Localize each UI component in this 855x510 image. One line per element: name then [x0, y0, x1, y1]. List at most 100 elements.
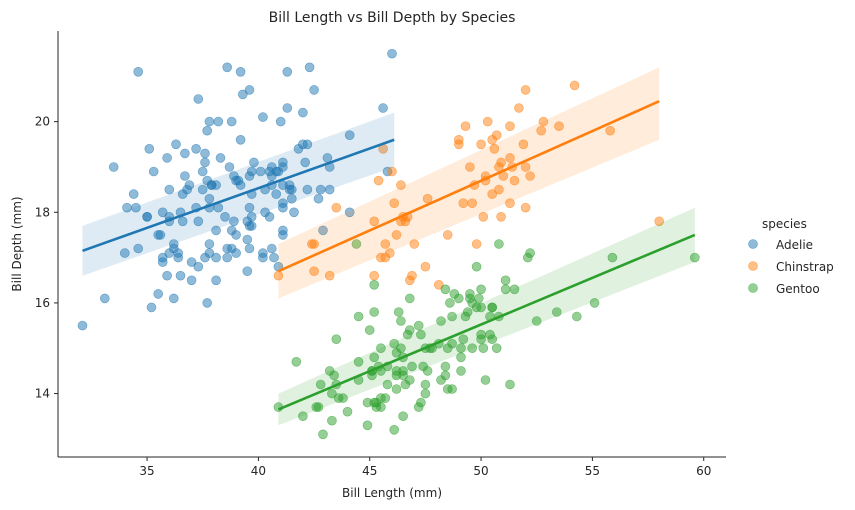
gentoo-point [362, 397, 373, 408]
chinstrap-confidence-band [278, 67, 660, 299]
adelie-point [275, 116, 286, 127]
gentoo-confidence-band [278, 207, 695, 426]
gentoo-point [440, 361, 451, 372]
adelie-point [313, 193, 324, 204]
legend-marker-chinstrap [748, 261, 758, 271]
x-tick-label: 35 [139, 464, 154, 478]
chinstrap-point [324, 270, 335, 281]
adelie-point [293, 144, 304, 154]
adelie-point [387, 48, 397, 59]
x-axis-label: Bill Length (mm) [342, 486, 442, 500]
gentoo-point [456, 366, 466, 376]
gentoo-point [369, 307, 380, 317]
gentoo-point [342, 406, 353, 417]
chinstrap-point [369, 216, 380, 227]
chinstrap-point [331, 202, 342, 213]
adelie-point [169, 293, 179, 304]
adelie-point [318, 225, 328, 236]
chart-title: Bill Length vs Bill Depth by Species [269, 10, 516, 26]
adelie-point [197, 184, 208, 195]
chinstrap-point [489, 144, 500, 154]
adelie-point [289, 207, 299, 218]
chinstrap-regression-line [277, 100, 660, 273]
chinstrap-point [273, 270, 284, 281]
plot-area [77, 48, 700, 440]
chinstrap-point [496, 212, 506, 222]
adelie-point [131, 202, 141, 213]
adelie-point [133, 67, 143, 77]
gentoo-point [487, 302, 498, 313]
adelie-point [162, 153, 172, 163]
chinstrap-point [514, 103, 524, 113]
chinstrap-point [380, 252, 391, 263]
gentoo-point [315, 379, 326, 390]
adelie-point [226, 116, 237, 127]
adelie-point [213, 116, 224, 127]
adelie-point [266, 162, 277, 172]
adelie-point [206, 180, 217, 190]
gentoo-point [436, 316, 446, 326]
gentoo-point [442, 384, 453, 394]
adelie-point [128, 189, 139, 199]
adelie-point [300, 157, 311, 168]
legend-marker-adelie [748, 239, 758, 249]
adelie-point [266, 243, 277, 254]
chinstrap-point [505, 153, 515, 163]
chinstrap-point [409, 239, 420, 249]
chinstrap-point [476, 139, 486, 150]
gentoo-point [382, 379, 393, 390]
gentoo-point [449, 289, 460, 299]
adelie-point [298, 107, 308, 118]
gentoo-point [525, 248, 535, 258]
gentoo-point [396, 343, 406, 354]
chinstrap-point [494, 184, 504, 195]
gentoo-point [369, 279, 380, 290]
gentoo-point [476, 284, 486, 295]
adelie-point [200, 157, 210, 168]
chinstrap-point [605, 125, 616, 136]
adelie-point [175, 270, 186, 281]
x-tick-label: 40 [251, 464, 266, 478]
adelie-point [153, 289, 163, 299]
chinstrap-point [654, 216, 665, 227]
adelie-point [258, 248, 268, 258]
adelie-point [235, 67, 246, 77]
adelie-point [186, 257, 197, 267]
adelie-point [193, 94, 204, 104]
gentoo-point [487, 334, 498, 345]
adelie-point [202, 125, 212, 136]
gentoo-point [420, 379, 431, 390]
gentoo-point [404, 325, 415, 335]
adelie-point [278, 230, 288, 240]
chinstrap-point [467, 198, 478, 208]
adelie-point [282, 103, 293, 113]
gentoo-point [327, 388, 337, 399]
gentoo-point [338, 393, 348, 403]
legend-label-chinstrap: Chinstrap [776, 260, 834, 274]
adelie-point [244, 85, 255, 95]
chinstrap-point [391, 230, 402, 240]
adelie-point [231, 248, 241, 258]
adelie-point [200, 252, 210, 263]
adelie-point [304, 62, 315, 73]
adelie-point [193, 216, 204, 227]
y-tick-label: 16 [35, 296, 50, 310]
gentoo-point [416, 329, 426, 340]
adelie-point [191, 144, 201, 154]
gentoo-point [465, 293, 475, 304]
adelie-point [222, 62, 232, 73]
adelie-point [186, 275, 197, 286]
gentoo-point [393, 307, 404, 317]
adelie-point [242, 266, 253, 277]
adelie-point [177, 216, 188, 227]
gentoo-point [571, 311, 582, 322]
chinstrap-point [465, 162, 475, 172]
chinstrap-point [509, 175, 520, 186]
adelie-point [180, 148, 190, 159]
gentoo-point [480, 375, 491, 385]
gentoo-point [440, 284, 451, 295]
gentoo-point [353, 356, 364, 367]
legend-label-adelie: Adelie [776, 238, 813, 252]
gentoo-point [456, 343, 466, 354]
